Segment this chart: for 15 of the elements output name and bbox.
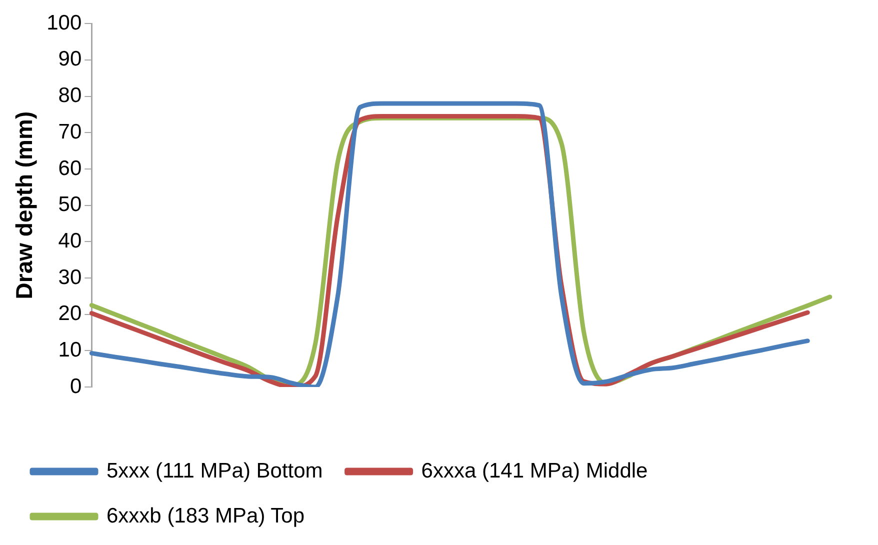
y-axis-title: Draw depth (mm): [11, 111, 38, 300]
y-tick-label: 70: [58, 120, 82, 144]
y-tick-label: 80: [58, 84, 82, 108]
legend-label: 6xxxa (141 MPa) Middle: [421, 459, 648, 482]
y-tick-label: 100: [46, 11, 82, 34]
y-tick-label: 10: [58, 338, 82, 362]
y-tick-label: 50: [58, 193, 82, 216]
y-tick-label: 40: [58, 229, 82, 252]
y-tick-label: 90: [58, 48, 82, 71]
legend-label: 6xxxb (183 MPa) Top: [106, 504, 305, 528]
y-tick-label: 30: [58, 266, 82, 289]
y-tick-label: 20: [58, 302, 82, 326]
y-tick-label: 0: [70, 374, 82, 398]
legend-label: 5xxx (111 MPa) Bottom: [106, 459, 323, 482]
y-tick-label: 60: [58, 156, 82, 180]
